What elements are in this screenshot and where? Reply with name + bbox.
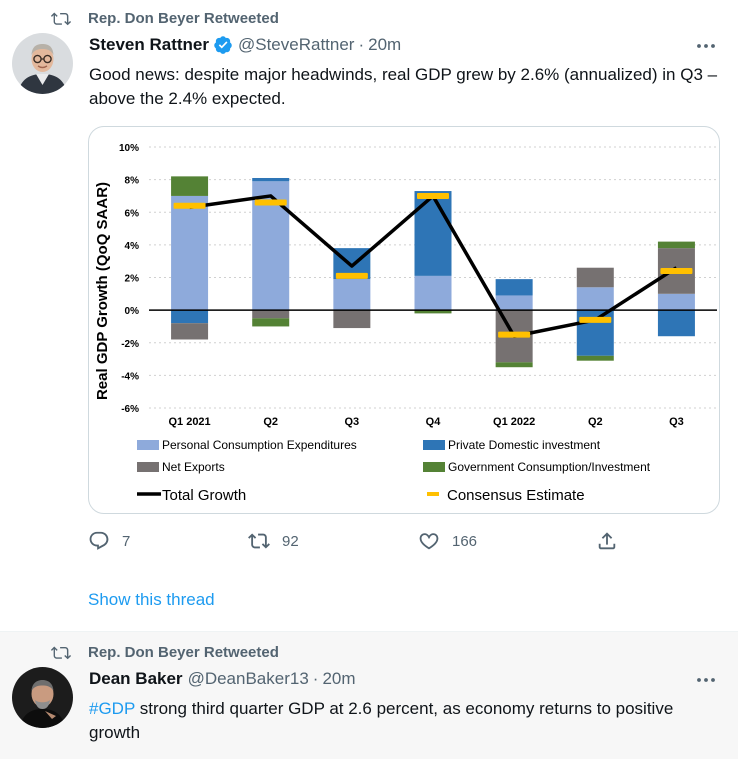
share-button[interactable] (596, 530, 618, 552)
tweet-dean-baker[interactable]: Rep. Don Beyer Retweeted Dean Baker @Dea… (0, 631, 738, 759)
author-row: Dean Baker @DeanBaker13 · 20m (89, 669, 356, 689)
retweet-context[interactable]: Rep. Don Beyer Retweeted (50, 9, 279, 27)
reply-button[interactable]: 7 (88, 530, 130, 552)
consensus-marker (660, 267, 693, 274)
bar-segment (414, 275, 452, 311)
legend-swatch (423, 440, 445, 450)
bar-segment (576, 287, 614, 311)
consensus-marker (498, 331, 531, 338)
bar-segment (495, 279, 533, 296)
bar-segment (171, 310, 209, 324)
legend-label: Consensus Estimate (447, 487, 585, 504)
consensus-marker (335, 272, 368, 279)
consensus-marker (417, 192, 449, 199)
retweet-count: 92 (282, 532, 299, 550)
author-handle[interactable]: @SteveRattner (237, 35, 355, 54)
legend-label: Total Growth (162, 487, 246, 504)
timestamp[interactable]: 20m (368, 35, 402, 54)
bar-segment (171, 176, 209, 196)
bar-segment (576, 355, 614, 361)
retweet-icon (50, 9, 72, 27)
separator-dot: · (358, 35, 365, 54)
share-icon (596, 530, 618, 552)
bar-segment (252, 177, 290, 182)
x-tick-label: Q1 2022 (493, 416, 535, 428)
bar-segment (495, 295, 533, 311)
more-icon[interactable] (694, 672, 718, 688)
tweet-steven-rattner[interactable]: Rep. Don Beyer Retweeted Steven Rattner … (0, 0, 738, 631)
legend-label: Net Exports (162, 460, 225, 474)
retweet-button[interactable]: 92 (248, 530, 299, 552)
y-tick-label: -2% (121, 339, 139, 350)
heart-icon (418, 530, 440, 552)
tweet-text: #GDP strong third quarter GDP at 2.6 per… (89, 697, 719, 745)
x-tick-label: Q1 2021 (168, 416, 210, 428)
x-tick-label: Q2 (588, 416, 603, 428)
bar-segment (657, 293, 695, 311)
consensus-marker (579, 316, 612, 323)
y-tick-label: 8% (125, 176, 140, 187)
author-name[interactable]: Dean Baker (89, 669, 183, 688)
verified-badge-icon[interactable] (213, 35, 233, 55)
bar-segment (657, 241, 695, 249)
avatar-steven-rattner[interactable] (12, 33, 73, 94)
timestamp[interactable]: 20m (322, 669, 356, 688)
like-button[interactable]: 166 (418, 530, 477, 552)
x-tick-label: Q2 (263, 416, 278, 428)
chart-media[interactable]: 10% 8% 6% 4% 2% 0% -2% -4% -6% Q1 2021 Q2 Q3 Q4 Q1 2… (88, 126, 720, 514)
retweet-context[interactable]: Rep. Don Beyer Retweeted (50, 643, 279, 661)
tweet-actions: 7 92 166 (88, 530, 628, 558)
y-tick-label: -6% (121, 404, 139, 415)
consensus-marker (173, 202, 206, 209)
x-tick-label: Q3 (345, 416, 360, 428)
retweet-context-text: Rep. Don Beyer Retweeted (88, 9, 279, 27)
bar-segment (414, 310, 452, 314)
y-tick-label: 10% (119, 143, 139, 154)
y-axis-label: Real GDP Growth (QoQ SAAR) (94, 182, 111, 400)
tweet-text-body: strong third quarter GDP at 2.6 percent,… (89, 699, 674, 742)
y-tick-label: 2% (125, 274, 140, 285)
bar-segment (495, 362, 533, 368)
x-tick-label: Q3 (669, 416, 684, 428)
retweet-icon (50, 643, 72, 661)
bar-segment (171, 323, 209, 340)
bar-segment (252, 310, 290, 319)
chart-legend: Personal Consumption Expenditures Private… (137, 438, 651, 504)
show-thread-link[interactable]: Show this thread (88, 590, 215, 609)
reply-icon (88, 530, 110, 552)
more-icon[interactable] (694, 38, 718, 54)
hashtag-link[interactable]: #GDP (89, 699, 135, 718)
legend-label: Private Domestic investment (448, 438, 601, 452)
tweet-text: Good news: despite major headwinds, real… (89, 65, 718, 108)
legend-label: Government Consumption/Investment (448, 460, 651, 474)
y-tick-label: -4% (121, 371, 139, 382)
bar-segment (576, 267, 614, 288)
bar-segment (657, 310, 695, 337)
legend-swatch (423, 462, 445, 472)
avatar-dean-baker[interactable] (12, 667, 73, 728)
bar-segment (171, 195, 209, 311)
bar-segment (333, 310, 371, 329)
y-tick-label: 4% (125, 241, 140, 252)
gdp-chart: 10% 8% 6% 4% 2% 0% -2% -4% -6% Q1 2021 Q2 Q3 Q4 Q1 2… (94, 143, 717, 504)
legend-swatch (137, 462, 159, 472)
author-handle[interactable]: @DeanBaker13 (187, 669, 309, 688)
author-name[interactable]: Steven Rattner (89, 35, 209, 54)
x-tick-label: Q4 (426, 416, 442, 428)
like-count: 166 (452, 532, 478, 550)
y-tick-label: 6% (125, 208, 140, 219)
author-row: Steven Rattner @SteveRattner · 20m (89, 35, 401, 55)
legend-swatch (137, 440, 159, 450)
retweet-context-text: Rep. Don Beyer Retweeted (88, 643, 279, 661)
bar-segment (414, 191, 452, 276)
bar-segment (333, 279, 371, 311)
consensus-marker (254, 199, 287, 206)
retweet-icon (248, 530, 270, 552)
bar-segment (252, 318, 290, 327)
legend-label: Personal Consumption Expenditures (162, 438, 357, 452)
separator-dot: · (312, 669, 319, 688)
reply-count: 7 (122, 532, 131, 550)
y-tick-label: 0% (125, 306, 140, 317)
